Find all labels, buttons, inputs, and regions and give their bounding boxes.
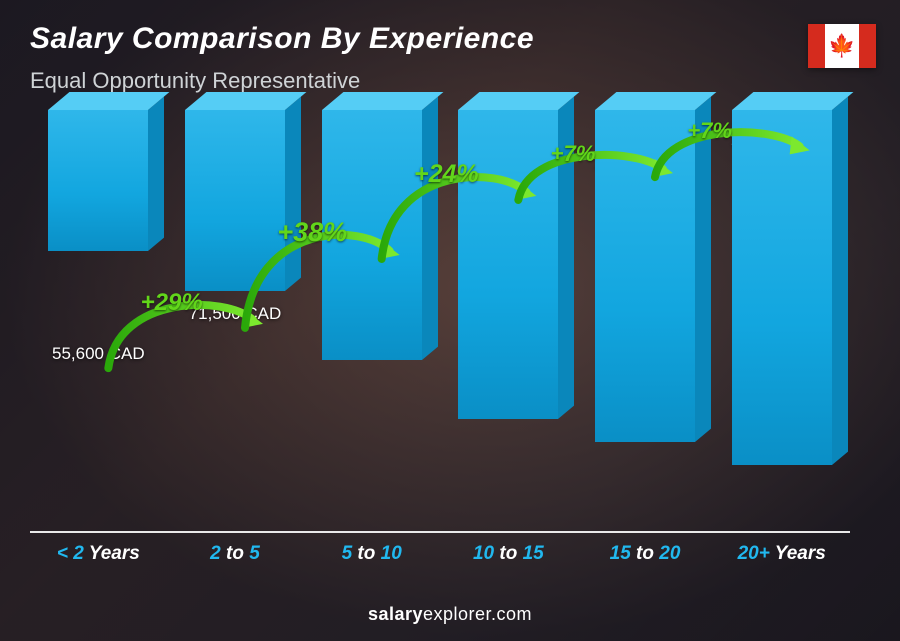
value-label: 55,600 CAD: [52, 344, 145, 364]
delta-label: +38%: [277, 217, 347, 248]
bar-slot: 71,500 CAD: [167, 110, 304, 531]
maple-leaf-icon: 🍁: [828, 35, 855, 57]
bar-front: [732, 110, 832, 465]
delta-label: +29%: [141, 289, 203, 317]
bar-side: [148, 97, 164, 251]
x-axis-line: [30, 531, 850, 533]
x-labels-row: < 2 Years2 to 55 to 1010 to 1515 to 2020…: [30, 543, 850, 565]
bar-slot: 140,000 CAD: [713, 110, 850, 531]
flag-center: 🍁: [825, 24, 859, 68]
delta-label: +7%: [551, 141, 596, 167]
x-label: 5 to 10: [303, 543, 440, 565]
bar: [48, 110, 148, 251]
flag-canada: 🍁: [808, 24, 876, 68]
flag-band-right: [859, 24, 876, 68]
x-label: 10 to 15: [440, 543, 577, 565]
bar-side: [422, 97, 438, 360]
footer-rest: explorer.com: [423, 604, 532, 624]
bar-top: [185, 92, 306, 110]
x-label: < 2 Years: [30, 543, 167, 565]
chart-title: Salary Comparison By Experience: [30, 22, 534, 56]
bar-top: [732, 92, 853, 110]
bar: [185, 110, 285, 291]
delta-label: +24%: [414, 160, 479, 189]
bar-front: [595, 110, 695, 442]
bar-slot: 55,600 CAD: [30, 110, 167, 531]
bar-front: [185, 110, 285, 291]
bar: [732, 110, 832, 465]
x-label: 15 to 20: [577, 543, 714, 565]
chart-subtitle: Equal Opportunity Representative: [30, 68, 360, 94]
bar-side: [285, 97, 301, 291]
bar-slot: 131,000 CAD: [577, 110, 714, 531]
flag-band-left: [808, 24, 825, 68]
bar-top: [322, 92, 443, 110]
x-label: 2 to 5: [167, 543, 304, 565]
x-label: 20+ Years: [713, 543, 850, 565]
bar: [458, 110, 558, 419]
chart-canvas: Salary Comparison By Experience Equal Op…: [0, 0, 900, 641]
bar-side: [832, 97, 848, 465]
chart-area: 55,600 CAD71,500 CAD98,700 CAD122,000 CA…: [30, 110, 850, 561]
footer-brand: salaryexplorer.com: [0, 604, 900, 625]
bar-front: [48, 110, 148, 251]
bar: [595, 110, 695, 442]
bar-front: [458, 110, 558, 419]
delta-label: +7%: [687, 118, 732, 144]
footer-bold: salary: [368, 604, 423, 624]
bar-side: [695, 97, 711, 442]
